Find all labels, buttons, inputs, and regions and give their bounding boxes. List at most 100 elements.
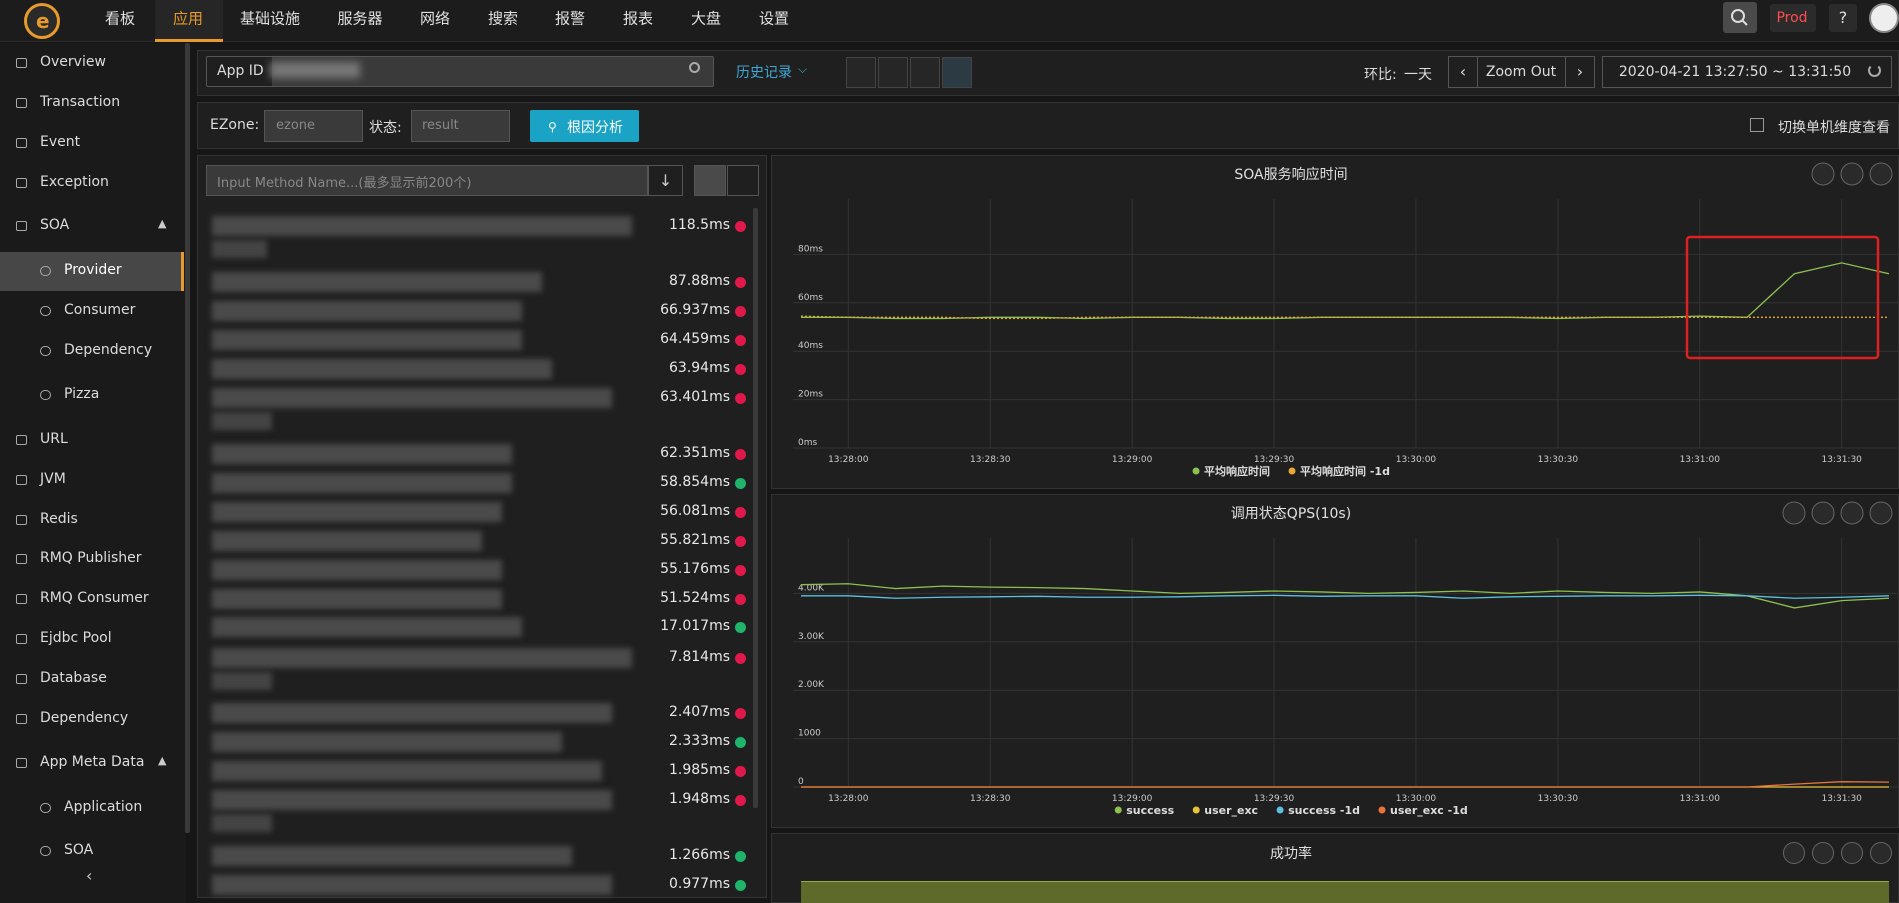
method-time[interactable]: 66.937ms — [660, 302, 730, 318]
nav-item[interactable]: 基础设施 — [239, 9, 301, 28]
method-name[interactable] — [212, 330, 522, 350]
method-name[interactable] — [212, 560, 502, 580]
zoom-out-label[interactable]: Zoom Out — [1485, 64, 1557, 80]
method-time[interactable]: 63.94ms — [668, 360, 730, 376]
method-time[interactable]: 0.977ms — [668, 876, 730, 892]
chart-tool-icon[interactable] — [1869, 501, 1893, 525]
chart-tool-icon[interactable] — [1811, 162, 1835, 186]
method-name[interactable] — [212, 703, 612, 723]
time-range[interactable]: 2020-04-21 13:27:50 ~ 13:31:50 — [1618, 64, 1852, 80]
method-time[interactable]: 56.081ms — [660, 503, 730, 519]
nav-item[interactable]: 搜索 — [487, 9, 519, 28]
method-time[interactable]: 17.017ms — [660, 618, 730, 634]
tool-icon-button[interactable] — [942, 57, 972, 88]
method-name[interactable] — [212, 589, 502, 609]
refresh-icon[interactable] — [1868, 64, 1881, 77]
ezone-input[interactable] — [264, 110, 363, 142]
sidebar-item[interactable]: Dependency — [40, 710, 129, 726]
method-time[interactable]: 87.88ms — [668, 273, 730, 289]
method-sort-button[interactable]: ↓ — [648, 165, 683, 196]
chart-tool-icon[interactable] — [1812, 842, 1834, 864]
chart-tool-icon[interactable] — [1811, 501, 1835, 525]
nav-item[interactable]: 应用 — [172, 9, 204, 28]
chart-tool-icon[interactable] — [1840, 501, 1864, 525]
env-badge[interactable] — [1770, 4, 1816, 32]
chart-tool-icon[interactable] — [1783, 842, 1805, 864]
nav-item[interactable]: 报警 — [554, 9, 586, 28]
search-button[interactable] — [1723, 2, 1757, 33]
method-time[interactable]: 1.266ms — [668, 847, 730, 863]
chart-tool-icon[interactable] — [1782, 501, 1806, 525]
nav-item[interactable]: 报表 — [622, 9, 654, 28]
method-name[interactable] — [212, 761, 602, 781]
method-name[interactable] — [212, 359, 552, 379]
method-chart-button[interactable] — [727, 165, 759, 196]
method-name[interactable] — [212, 790, 612, 810]
method-time[interactable]: 118.5ms — [668, 217, 730, 233]
sidebar-item[interactable]: Ejdbc Pool — [40, 630, 112, 646]
method-name[interactable] — [212, 473, 512, 493]
tool-icon-button[interactable] — [878, 57, 908, 88]
single-machine-checkbox[interactable] — [1750, 118, 1764, 132]
sidebar-item[interactable]: Overview — [40, 54, 106, 70]
method-time[interactable]: 55.176ms — [660, 561, 730, 577]
compare-value[interactable]: 一天 — [1404, 67, 1432, 83]
nav-item[interactable]: 大盘 — [690, 9, 722, 28]
method-time[interactable]: 58.854ms — [660, 474, 730, 490]
method-time[interactable]: 2.407ms — [668, 704, 730, 720]
sidebar-item[interactable]: App Meta Data — [40, 754, 145, 770]
chart-tool-icon[interactable] — [1870, 842, 1892, 864]
nav-item[interactable]: 设置 — [758, 9, 790, 28]
method-name[interactable] — [212, 732, 562, 752]
sidebar-item[interactable]: Application — [64, 799, 143, 815]
nav-item[interactable]: 服务器 — [337, 9, 383, 28]
env-label[interactable]: Prod — [1776, 10, 1808, 26]
history-link[interactable]: 历史记录 — [736, 65, 792, 81]
sidebar-collapse[interactable]: ‹ — [86, 866, 93, 885]
method-search[interactable] — [206, 165, 648, 196]
avatar[interactable] — [1869, 3, 1899, 33]
method-name[interactable] — [212, 502, 502, 522]
nav-item[interactable]: 看板 — [104, 9, 136, 28]
method-time[interactable]: 63.401ms — [660, 389, 730, 405]
status-input[interactable] — [411, 110, 510, 142]
sidebar-item[interactable]: SOA — [64, 842, 94, 858]
help-button[interactable]: ? — [1829, 4, 1857, 32]
method-name[interactable] — [212, 301, 522, 321]
tool-icon-button[interactable] — [910, 57, 940, 88]
sidebar-item[interactable]: Pizza — [64, 386, 100, 402]
sidebar-item[interactable]: Provider — [64, 262, 122, 278]
method-name[interactable] — [212, 444, 512, 464]
sidebar-item[interactable]: URL — [40, 431, 68, 447]
sidebar-item[interactable]: Database — [40, 670, 107, 686]
app-id-box[interactable] — [206, 56, 714, 87]
sidebar-item[interactable]: Redis — [40, 511, 78, 527]
method-time[interactable]: 51.524ms — [660, 590, 730, 606]
chart-tool-icon[interactable] — [1840, 162, 1864, 186]
method-name[interactable] — [212, 388, 612, 408]
sidebar-item[interactable]: Consumer — [64, 302, 136, 318]
method-name[interactable] — [212, 648, 632, 668]
method-name[interactable] — [212, 617, 522, 637]
sidebar-item[interactable]: Event — [40, 134, 81, 150]
sidebar-item[interactable]: SOA — [40, 217, 70, 233]
root-cause-button[interactable] — [530, 110, 639, 142]
sidebar-item[interactable]: Transaction — [40, 94, 121, 110]
chart-tool-icon[interactable] — [1869, 162, 1893, 186]
method-time[interactable]: 62.351ms — [660, 445, 730, 461]
method-name[interactable] — [212, 272, 542, 292]
next-button[interactable]: › — [1565, 56, 1595, 88]
prev-button[interactable]: ‹ — [1448, 56, 1478, 88]
sidebar-item[interactable]: Exception — [40, 174, 109, 190]
sidebar-item[interactable]: Dependency — [64, 342, 153, 358]
tool-icon-button[interactable] — [846, 57, 876, 88]
sidebar-item[interactable]: RMQ Publisher — [40, 550, 142, 566]
root-cause-label[interactable]: 根因分析 — [567, 120, 623, 136]
method-time[interactable]: 2.333ms — [668, 733, 730, 749]
method-time[interactable]: 55.821ms — [660, 532, 730, 548]
method-time[interactable]: 1.985ms — [668, 762, 730, 778]
sidebar-item[interactable]: JVM — [40, 471, 66, 487]
single-machine-label[interactable]: 切换单机维度查看 — [1778, 120, 1890, 136]
nav-item[interactable]: 网络 — [419, 9, 451, 28]
chart-tool-icon[interactable] — [1841, 842, 1863, 864]
